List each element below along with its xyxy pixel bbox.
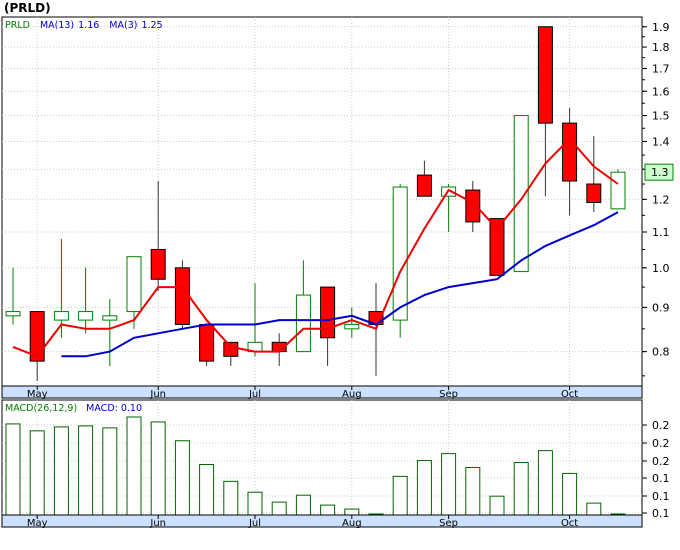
- macd-bar: [320, 504, 336, 516]
- price-tick-label: 1.0: [652, 262, 670, 275]
- price-tag-box: [644, 163, 674, 181]
- candle-body: [295, 294, 311, 353]
- candle-body: [344, 323, 360, 330]
- price-tick-label: 1.5: [652, 110, 670, 123]
- price-tick-label: 0.8: [652, 346, 670, 359]
- macd-tick-label: 0.1: [652, 507, 670, 520]
- price-xaxis-band: [1, 385, 643, 399]
- candle-body: [392, 186, 408, 321]
- candle-body: [174, 267, 190, 325]
- chart-title: (PRLD): [4, 1, 51, 15]
- price-month-label: Jun: [149, 389, 166, 400]
- macd-tick-label: 0.2: [652, 437, 670, 450]
- macd-bar: [416, 460, 432, 516]
- price-month-label: Jul: [248, 389, 261, 400]
- candle-body: [465, 189, 481, 223]
- macd-bar: [441, 453, 457, 516]
- macd-tick-label: 0.2: [652, 455, 670, 468]
- candle-body: [29, 311, 45, 362]
- macd-bar: [344, 508, 360, 516]
- candle-body: [223, 341, 239, 357]
- macd-bar: [562, 472, 578, 516]
- candle-body: [489, 218, 505, 276]
- candle-body: [150, 248, 166, 280]
- macd-tick-label: 0.1: [652, 490, 670, 503]
- macd-month-label: Oct: [561, 518, 578, 529]
- candle-body: [562, 122, 578, 182]
- macd-bar: [513, 462, 529, 516]
- macd-bar: [199, 464, 215, 516]
- macd-bar: [78, 425, 94, 516]
- macd-bar: [247, 491, 263, 516]
- macd-bar: [102, 427, 118, 516]
- ma3-line: [12, 137, 619, 358]
- legend-value: 1.25: [141, 20, 162, 31]
- candle-body: [320, 286, 336, 339]
- macd-legend-value: 0.10: [121, 403, 142, 414]
- price-tick-label: 1.2: [652, 193, 670, 206]
- price-tick-label: 1.6: [652, 85, 670, 98]
- macd-bar: [126, 416, 142, 516]
- macd-bar: [295, 494, 311, 516]
- macd-month-label: Jun: [149, 518, 166, 529]
- price-tag-label: 1.3: [651, 166, 669, 179]
- macd-month-label: May: [27, 518, 48, 529]
- ma13-line: [61, 211, 619, 358]
- legend-label: MA(3): [109, 20, 137, 31]
- candle-body: [199, 323, 215, 362]
- candle-body: [102, 315, 118, 321]
- candle-body: [126, 256, 142, 313]
- macd-bar: [465, 466, 481, 516]
- candle-body: [537, 26, 553, 124]
- macd-month-label: Jul: [248, 518, 261, 529]
- price-month-label: Sep: [439, 389, 458, 400]
- legend-label: PRLD: [5, 20, 30, 31]
- price-tick-label: 0.9: [652, 301, 670, 314]
- macd-legend-label: MACD(26,12,9): [5, 403, 77, 414]
- legend-label: MA(13): [40, 20, 74, 31]
- price-month-label: Oct: [561, 389, 578, 400]
- price-tick-label: 1.8: [652, 41, 670, 54]
- macd-bar: [537, 450, 553, 516]
- macd-tick-label: 0.2: [652, 419, 670, 432]
- macd-bar: [271, 501, 287, 516]
- price-tick-label: 1.9: [652, 21, 670, 34]
- macd-bar: [223, 480, 239, 516]
- candle-body: [586, 183, 602, 203]
- macd-bar: [489, 495, 505, 516]
- candle-body: [53, 311, 69, 321]
- macd-bar: [174, 440, 190, 516]
- macd-bar: [53, 426, 69, 516]
- price-month-label: Aug: [342, 389, 362, 400]
- macd-month-label: Sep: [439, 518, 458, 529]
- macd-xaxis-band: [1, 514, 643, 528]
- macd-bar: [150, 421, 166, 516]
- candle-body: [610, 171, 626, 210]
- candle-body: [513, 115, 529, 273]
- legend-value: 1.16: [78, 20, 99, 31]
- macd-bar: [586, 502, 602, 516]
- price-tick-label: 1.4: [652, 135, 670, 148]
- price-tick-label: 1.1: [652, 226, 670, 239]
- candle-body: [78, 311, 94, 321]
- macd-bar: [392, 475, 408, 516]
- macd-bar: [29, 430, 45, 516]
- price-tick-label: 1.7: [652, 63, 670, 76]
- candle-body: [5, 311, 21, 317]
- candle-body: [416, 174, 432, 197]
- macd-tick-label: 0.1: [652, 472, 670, 485]
- macd-bar: [5, 423, 21, 516]
- macd-month-label: Aug: [342, 518, 362, 529]
- price-month-label: May: [27, 389, 48, 400]
- macd-legend-label: MACD:: [86, 403, 118, 414]
